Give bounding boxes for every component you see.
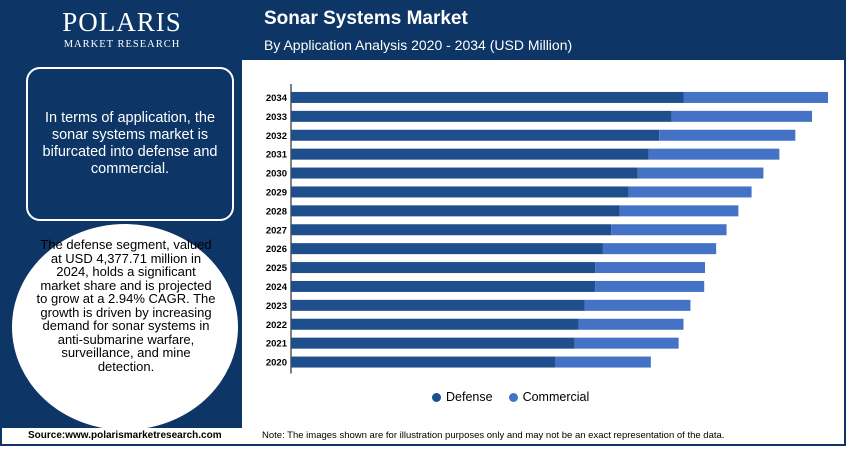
sidebar: POLARIS MARKET RESEARCH In terms of appl… [2,2,242,428]
y-tick-label-2020: 2020 [266,358,287,369]
summary-text: In terms of application, the sonar syste… [42,110,218,177]
y-tick-label-2021: 2021 [266,339,288,350]
bar-defense-2020 [291,356,555,368]
bar-defense-2032 [291,129,660,141]
bar-commercial-2034 [683,91,828,103]
bar-defense-2030 [291,167,638,179]
y-tick-label-2024: 2024 [266,282,288,293]
y-tick-label-2023: 2023 [266,301,287,312]
highlight-text: The defense segment, valued at USD 4,377… [36,237,216,374]
y-tick-label-2034: 2034 [266,93,288,104]
highlight-oval [12,224,238,428]
bar-defense-2025 [291,262,596,274]
bar-commercial-2033 [671,110,813,122]
chart-legend: Defense Commercial [432,390,605,404]
y-tick-label-2032: 2032 [266,131,287,142]
chart-header: Sonar Systems Market By Application Anal… [242,2,844,60]
bar-defense-2028 [291,205,620,217]
legend-swatch-commercial [508,392,518,402]
y-tick-label-2029: 2029 [266,187,287,198]
brand-logo-tagline: MARKET RESEARCH [63,39,181,50]
bar-defense-2029 [291,186,629,198]
bar-commercial-2032 [659,129,796,141]
legend-label-defense: Defense [446,390,493,404]
y-tick-label-2033: 2033 [266,112,287,123]
bar-commercial-2020 [554,356,651,368]
y-tick-label-2025: 2025 [266,263,288,274]
y-tick-label-2028: 2028 [266,206,287,217]
bar-commercial-2021 [574,337,679,349]
bar-commercial-2026 [602,243,717,255]
y-tick-label-2027: 2027 [266,225,287,236]
bar-defense-2023 [291,299,585,311]
bar-commercial-2025 [595,262,706,274]
y-tick-label-2031: 2031 [266,150,288,161]
bar-commercial-2029 [628,186,752,198]
bar-defense-2024 [291,280,596,292]
y-tick-label-2026: 2026 [266,244,287,255]
legend-item-commercial: Commercial [508,390,590,404]
bar-defense-2021 [291,337,575,349]
bar-commercial-2030 [637,167,764,179]
bar-defense-2031 [291,148,649,160]
bar-defense-2027 [291,224,612,236]
chart-subtitle: By Application Analysis 2020 - 2034 (USD… [264,37,573,53]
brand-logo-name: POLARIS [62,7,182,37]
y-tick-label-2022: 2022 [266,320,287,331]
bar-commercial-2028 [619,205,739,217]
bar-commercial-2027 [611,224,727,236]
chart-title: Sonar Systems Market [264,8,468,29]
legend-label-commercial: Commercial [522,390,590,404]
summary-box: In terms of application, the sonar syste… [26,67,234,221]
bar-defense-2033 [291,110,672,122]
y-tick-label-2030: 2030 [266,169,287,180]
legend-swatch-defense [432,392,441,402]
disclaimer-note: Note: The images shown are for illustrat… [262,430,725,441]
bar-commercial-2022 [578,318,684,330]
bar-commercial-2031 [648,148,780,160]
bar-defense-2026 [291,243,603,255]
legend-item-defense: Defense [432,390,493,404]
bar-defense-2034 [291,91,684,103]
bar-defense-2022 [291,318,579,330]
bar-commercial-2023 [584,299,691,311]
source-credit: Source:www.polarismarketresearch.com [28,430,222,441]
bar-commercial-2024 [595,280,705,292]
